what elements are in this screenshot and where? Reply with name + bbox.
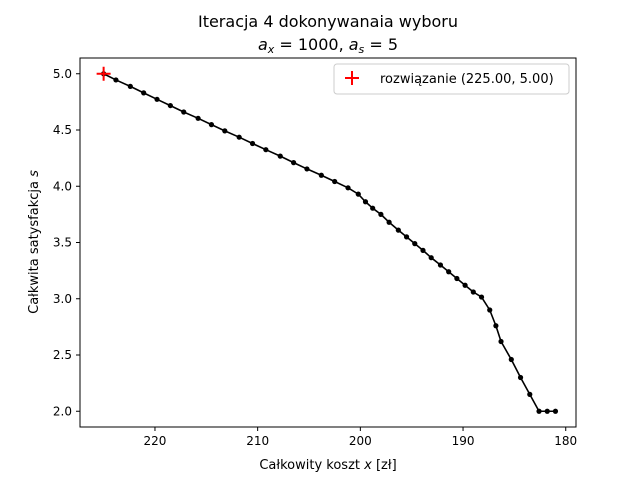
data-point <box>127 83 133 89</box>
data-point <box>386 219 392 225</box>
data-point <box>437 262 444 268</box>
data-point <box>154 96 160 102</box>
chart-title: Iteracja 4 dokonywanaia wyboru ax = 1000… <box>198 12 458 56</box>
data-point <box>378 211 384 217</box>
data-point <box>412 241 418 247</box>
chart-title-line-1: Iteracja 4 dokonywanaia wyboru <box>198 12 458 31</box>
chart-title-line-2: ax = 1000, as = 5 <box>258 35 398 56</box>
data-point <box>318 172 324 178</box>
y-axis-label: Całkwita satysfakcja s <box>27 170 42 314</box>
y-tick-label: 2.5 <box>53 348 72 362</box>
data-point <box>304 166 310 172</box>
y-tick-label: 2.0 <box>53 404 72 418</box>
x-tick-label: 190 <box>452 434 475 448</box>
data-point <box>478 294 485 300</box>
data-point <box>470 289 476 295</box>
legend: rozwiązanie (225.00, 5.00) <box>333 63 570 95</box>
y-tick-label: 4.0 <box>53 179 72 193</box>
series-layer <box>101 71 559 414</box>
data-point <box>181 109 187 115</box>
legend-box <box>333 63 570 95</box>
data-point <box>141 90 147 96</box>
data-point <box>508 356 514 363</box>
data-point <box>290 160 297 166</box>
x-axis-ticks: 220 210 200 190 180 <box>144 427 577 448</box>
data-point <box>249 140 256 147</box>
axes-frame <box>79 57 577 428</box>
data-point <box>420 247 426 253</box>
y-tick-label: 3.0 <box>53 292 72 306</box>
data-point <box>167 102 173 109</box>
data-point <box>362 199 369 205</box>
data-point <box>552 408 559 414</box>
data-point <box>498 338 504 345</box>
x-tick-label: 200 <box>349 434 372 448</box>
data-point <box>517 374 524 381</box>
data-point <box>195 115 201 121</box>
plot-area: 220 210 200 190 180 2.0 2.5 3.0 3.5 4.0 4.5 5.0 <box>53 57 577 448</box>
data-point <box>446 269 452 275</box>
y-tick-label: 4.5 <box>53 123 72 137</box>
data-point <box>222 128 228 134</box>
y-tick-label: 3.5 <box>53 236 72 250</box>
data-point <box>454 275 460 282</box>
data-point <box>395 227 401 233</box>
data-point <box>208 122 215 128</box>
x-tick-label: 180 <box>554 434 577 448</box>
legend-solution-label: rozwiązanie (225.00, 5.00) <box>380 72 554 87</box>
data-point <box>355 191 361 197</box>
data-point <box>487 307 493 313</box>
x-tick-label: 220 <box>144 434 167 448</box>
data-point <box>403 234 410 240</box>
x-tick-label: 210 <box>246 434 269 448</box>
data-point <box>493 323 499 329</box>
data-point <box>113 77 119 83</box>
y-axis-ticks: 2.0 2.5 3.0 3.5 4.0 4.5 5.0 <box>53 67 80 418</box>
solution-marker <box>96 66 111 81</box>
legend-solution-marker <box>345 71 359 85</box>
data-point <box>428 255 434 261</box>
y-tick-label: 5.0 <box>53 67 72 81</box>
data-point <box>527 391 533 397</box>
data-point <box>536 408 542 414</box>
data-point <box>544 408 550 414</box>
legend-plus-icon <box>345 71 359 85</box>
data-point <box>277 153 283 159</box>
solution-layer <box>96 66 111 81</box>
data-point <box>345 185 351 191</box>
data-point <box>236 134 242 140</box>
x-axis-label: Całkowity koszt x [zł] <box>259 458 396 473</box>
data-point <box>462 282 468 288</box>
data-point <box>263 147 269 153</box>
data-point <box>370 205 376 211</box>
data-point <box>332 178 338 185</box>
